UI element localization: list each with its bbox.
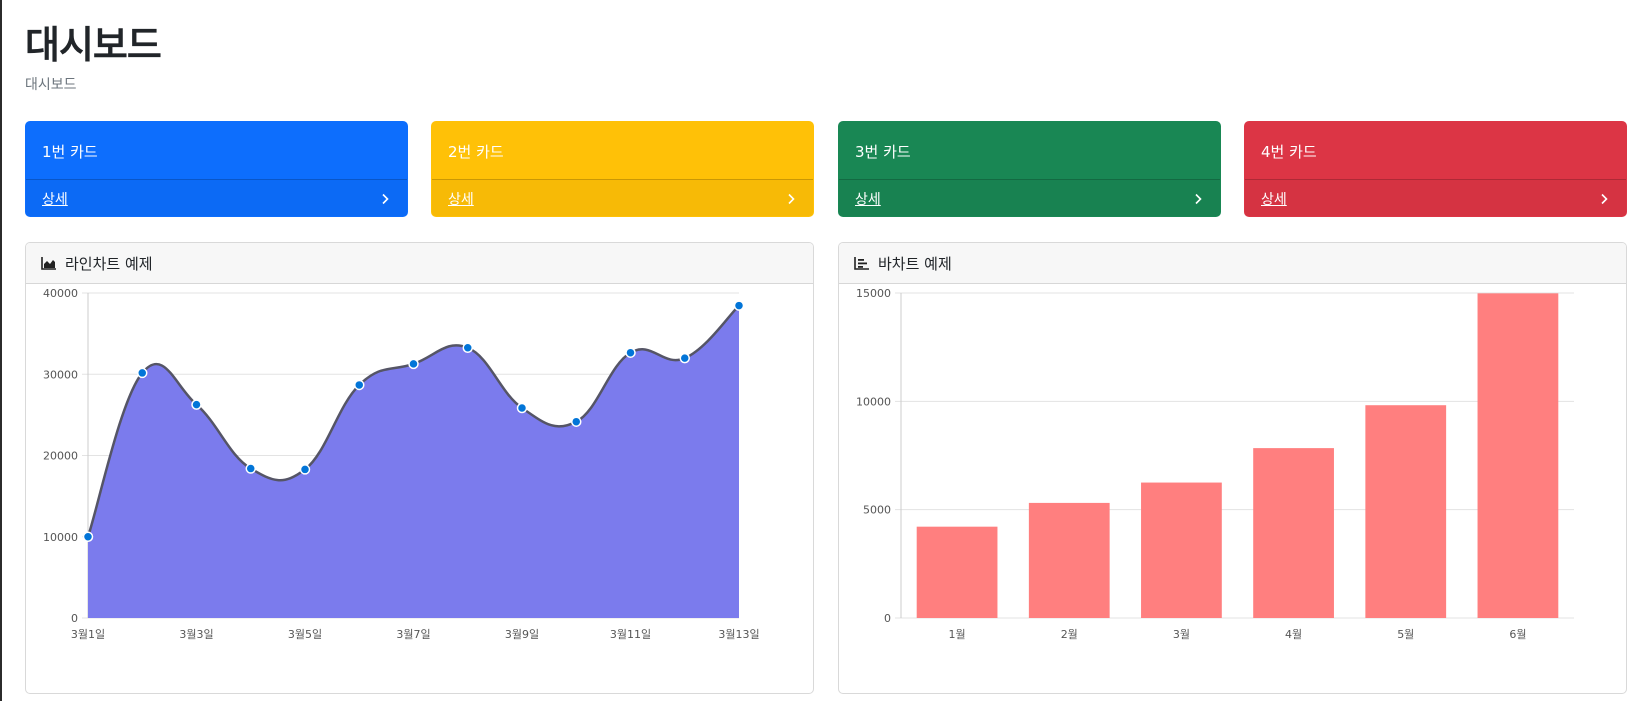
data-point xyxy=(82,531,94,542)
x-tick-label: 3월13일 xyxy=(718,627,759,641)
card-title: 2번 카드 xyxy=(448,143,504,161)
card-2: 2번 카드 상세 xyxy=(431,121,814,217)
x-tick-label: 3월9일 xyxy=(505,627,539,641)
bar xyxy=(1477,293,1559,618)
x-tick-label: 3월7일 xyxy=(396,627,430,641)
bar xyxy=(1365,405,1447,618)
chevron-right-icon xyxy=(1601,193,1608,205)
window-left-edge xyxy=(0,0,2,701)
chevron-right-icon xyxy=(382,193,389,205)
data-point xyxy=(516,402,528,414)
card-footer[interactable]: 상세 xyxy=(26,179,407,216)
detail-link[interactable]: 상세 xyxy=(42,192,68,208)
data-point xyxy=(625,347,636,358)
data-point xyxy=(679,352,690,364)
bar xyxy=(916,526,998,618)
bar xyxy=(1141,482,1222,618)
chevron-right-icon xyxy=(1195,193,1202,205)
page-title: 대시보드 xyxy=(25,23,162,67)
y-tick-label: 0 xyxy=(71,612,78,625)
data-point xyxy=(571,416,582,427)
x-tick-label: 3월3일 xyxy=(179,627,213,641)
card-1: 1번 카드 상세 xyxy=(25,121,408,217)
data-point xyxy=(245,463,256,474)
y-tick-label: 10000 xyxy=(856,395,891,408)
area-chart-icon xyxy=(41,257,56,270)
detail-link[interactable]: 상세 xyxy=(448,192,474,208)
y-tick-label: 10000 xyxy=(43,531,78,544)
x-tick-label: 4월 xyxy=(1285,628,1302,641)
data-point xyxy=(191,399,202,410)
y-tick-label: 5000 xyxy=(863,504,891,517)
chevron-right-icon xyxy=(788,193,795,205)
x-tick-label: 3월11일 xyxy=(610,627,651,641)
card-footer[interactable]: 상세 xyxy=(432,179,813,216)
breadcrumb: 대시보드 xyxy=(25,77,77,93)
y-tick-label: 15000 xyxy=(856,287,891,300)
card-footer[interactable]: 상세 xyxy=(1245,179,1626,216)
panel-header: 바차트 예제 xyxy=(839,243,1626,284)
card-title: 3번 카드 xyxy=(855,143,911,161)
panel-header: 라인차트 예제 xyxy=(26,243,813,284)
data-point xyxy=(354,379,365,391)
data-point xyxy=(733,300,745,311)
x-tick-label: 6월 xyxy=(1509,628,1526,641)
card-footer[interactable]: 상세 xyxy=(839,179,1220,216)
area-fill xyxy=(88,305,739,618)
data-point xyxy=(408,358,419,370)
line-chart-panel: 라인차트 예제 0 10000 20000 30000 40000 3월1일 3월3일 3월5… xyxy=(25,242,814,694)
y-tick-label: 0 xyxy=(884,612,891,625)
card-title: 1번 카드 xyxy=(42,143,98,161)
series-line xyxy=(86,304,740,538)
y-tick-label: 20000 xyxy=(43,450,78,463)
bar-chart-icon xyxy=(854,257,869,270)
x-tick-label: 2월 xyxy=(1061,628,1078,641)
bar-chart: 0 5000 10000 15000 1월 2월 3월 4월 5월 6월 xyxy=(856,287,1574,641)
data-point xyxy=(299,464,311,475)
x-tick-label: 5월 xyxy=(1397,628,1414,641)
card-title: 4번 카드 xyxy=(1261,143,1317,161)
x-tick-label: 3월 xyxy=(1173,628,1190,641)
line-chart: 0 10000 20000 30000 40000 3월1일 3월3일 3월5일 3월7일 3월9… xyxy=(43,287,760,641)
bar xyxy=(1253,448,1334,618)
bar xyxy=(1028,502,1110,618)
detail-link[interactable]: 상세 xyxy=(1261,192,1287,208)
bar-chart-panel: 바차트 예제 0 5000 10000 15000 1월 2월 3월 4월 5월 6월 xyxy=(838,242,1627,694)
x-tick-label: 3월5일 xyxy=(288,627,322,641)
y-tick-label: 30000 xyxy=(43,368,78,381)
card-4: 4번 카드 상세 xyxy=(1244,121,1627,217)
y-tick-label: 40000 xyxy=(43,287,78,300)
panel-title: 라인차트 예제 xyxy=(65,254,153,273)
x-tick-label: 1월 xyxy=(949,628,966,641)
card-3: 3번 카드 상세 xyxy=(838,121,1221,217)
data-point xyxy=(137,367,148,379)
panel-title: 바차트 예제 xyxy=(878,254,952,273)
x-tick-label: 3월1일 xyxy=(71,627,105,641)
data-point xyxy=(462,342,473,354)
detail-link[interactable]: 상세 xyxy=(855,192,881,208)
